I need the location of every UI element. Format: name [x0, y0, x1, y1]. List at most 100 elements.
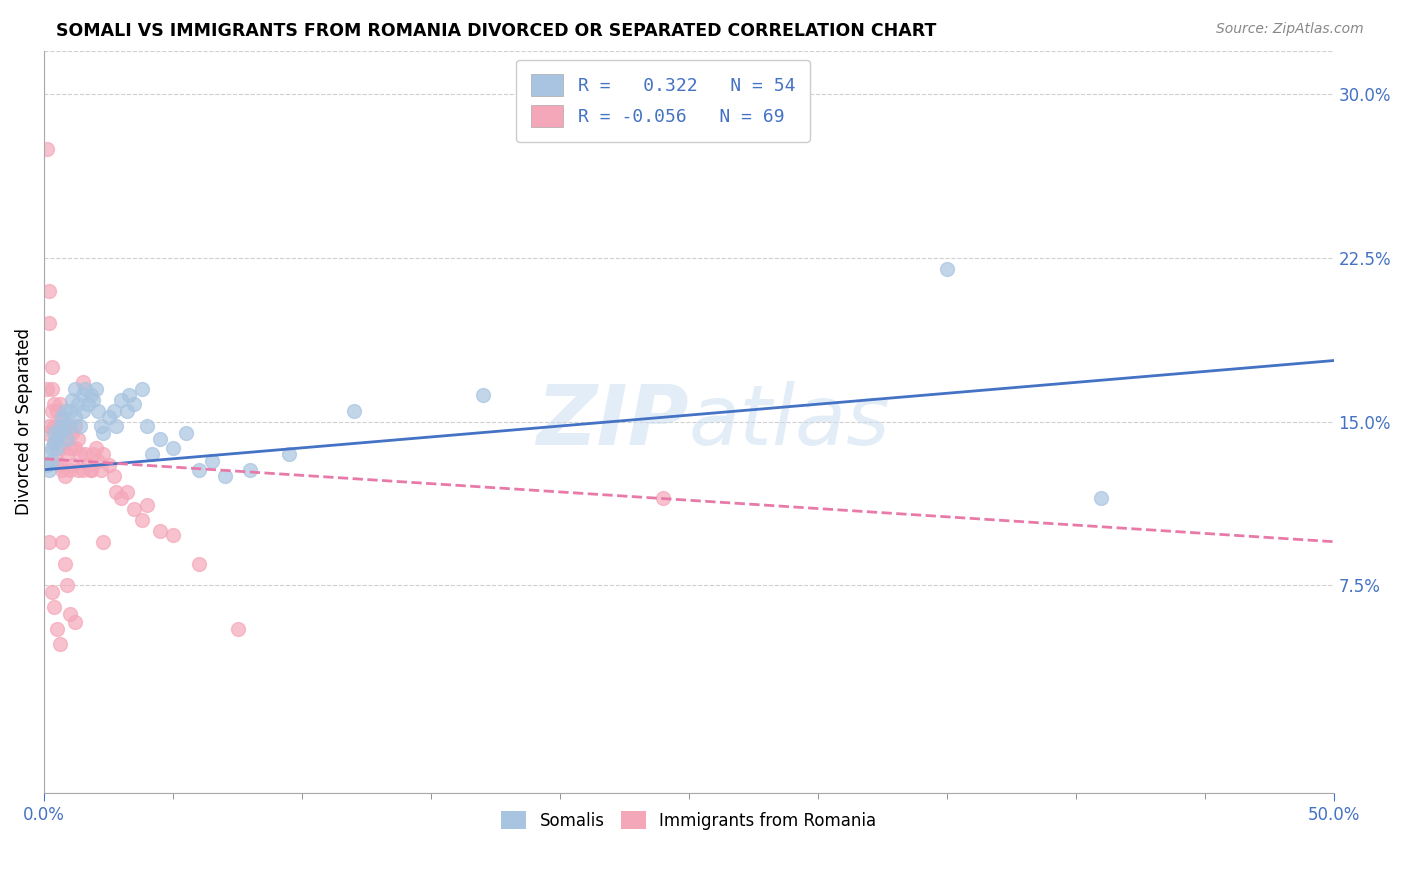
- Point: [72, 388, 94, 402]
- Point: [124, 502, 146, 516]
- Point: [82, 392, 104, 407]
- Point: [53, 557, 76, 571]
- Point: [51, 410, 73, 425]
- Point: [63, 419, 86, 434]
- Point: [38, 463, 60, 477]
- Point: [38, 284, 60, 298]
- Point: [53, 403, 76, 417]
- Point: [35, 425, 58, 440]
- Point: [72, 463, 94, 477]
- Point: [652, 491, 675, 505]
- Point: [239, 463, 262, 477]
- Point: [48, 637, 70, 651]
- Point: [35, 382, 58, 396]
- Point: [103, 403, 125, 417]
- Point: [44, 600, 66, 615]
- Point: [87, 403, 110, 417]
- Point: [38, 534, 60, 549]
- Point: [136, 498, 159, 512]
- Point: [110, 392, 132, 407]
- Point: [66, 463, 89, 477]
- Point: [162, 441, 184, 455]
- Point: [38, 419, 60, 434]
- Point: [90, 463, 112, 477]
- Point: [56, 578, 79, 592]
- Point: [35, 458, 58, 473]
- Point: [187, 463, 209, 477]
- Point: [69, 447, 91, 461]
- Point: [59, 463, 82, 477]
- Point: [75, 382, 97, 396]
- Point: [48, 397, 70, 411]
- Point: [63, 382, 86, 396]
- Point: [131, 513, 153, 527]
- Point: [75, 447, 97, 461]
- Point: [51, 534, 73, 549]
- Point: [97, 410, 120, 425]
- Point: [46, 622, 69, 636]
- Point: [162, 528, 184, 542]
- Point: [342, 403, 364, 417]
- Point: [53, 469, 76, 483]
- Point: [77, 397, 100, 411]
- Point: [131, 382, 153, 396]
- Point: [72, 376, 94, 390]
- Point: [62, 425, 84, 440]
- Point: [44, 397, 66, 411]
- Point: [44, 436, 66, 450]
- Point: [201, 454, 224, 468]
- Point: [935, 261, 957, 276]
- Point: [110, 491, 132, 505]
- Text: Source: ZipAtlas.com: Source: ZipAtlas.com: [1216, 22, 1364, 37]
- Text: SOMALI VS IMMIGRANTS FROM ROMANIA DIVORCED OR SEPARATED CORRELATION CHART: SOMALI VS IMMIGRANTS FROM ROMANIA DIVORC…: [56, 22, 936, 40]
- Point: [51, 410, 73, 425]
- Point: [87, 454, 110, 468]
- Point: [66, 397, 89, 411]
- Point: [48, 419, 70, 434]
- Point: [41, 360, 63, 375]
- Point: [62, 458, 84, 473]
- Point: [93, 534, 115, 549]
- Point: [97, 458, 120, 473]
- Point: [118, 388, 141, 402]
- Point: [35, 447, 58, 461]
- Point: [35, 142, 58, 156]
- Point: [115, 403, 138, 417]
- Point: [62, 392, 84, 407]
- Point: [46, 432, 69, 446]
- Point: [44, 419, 66, 434]
- Point: [46, 441, 69, 455]
- Point: [53, 432, 76, 446]
- Point: [59, 607, 82, 621]
- Point: [56, 432, 79, 446]
- Point: [149, 524, 172, 538]
- Point: [136, 419, 159, 434]
- Point: [278, 447, 301, 461]
- Point: [471, 388, 494, 402]
- Point: [66, 432, 89, 446]
- Y-axis label: Divorced or Separated: Divorced or Separated: [15, 328, 32, 516]
- Point: [214, 469, 236, 483]
- Point: [82, 447, 104, 461]
- Point: [41, 382, 63, 396]
- Point: [51, 441, 73, 455]
- Point: [59, 419, 82, 434]
- Point: [48, 425, 70, 440]
- Point: [174, 425, 197, 440]
- Point: [226, 622, 249, 636]
- Point: [41, 585, 63, 599]
- Point: [63, 441, 86, 455]
- Point: [187, 557, 209, 571]
- Point: [46, 419, 69, 434]
- Point: [41, 454, 63, 468]
- Point: [46, 454, 69, 468]
- Point: [56, 447, 79, 461]
- Point: [59, 441, 82, 455]
- Point: [103, 469, 125, 483]
- Point: [90, 419, 112, 434]
- Point: [44, 425, 66, 440]
- Point: [79, 463, 101, 477]
- Text: ZIP: ZIP: [536, 381, 689, 462]
- Point: [79, 463, 101, 477]
- Point: [93, 425, 115, 440]
